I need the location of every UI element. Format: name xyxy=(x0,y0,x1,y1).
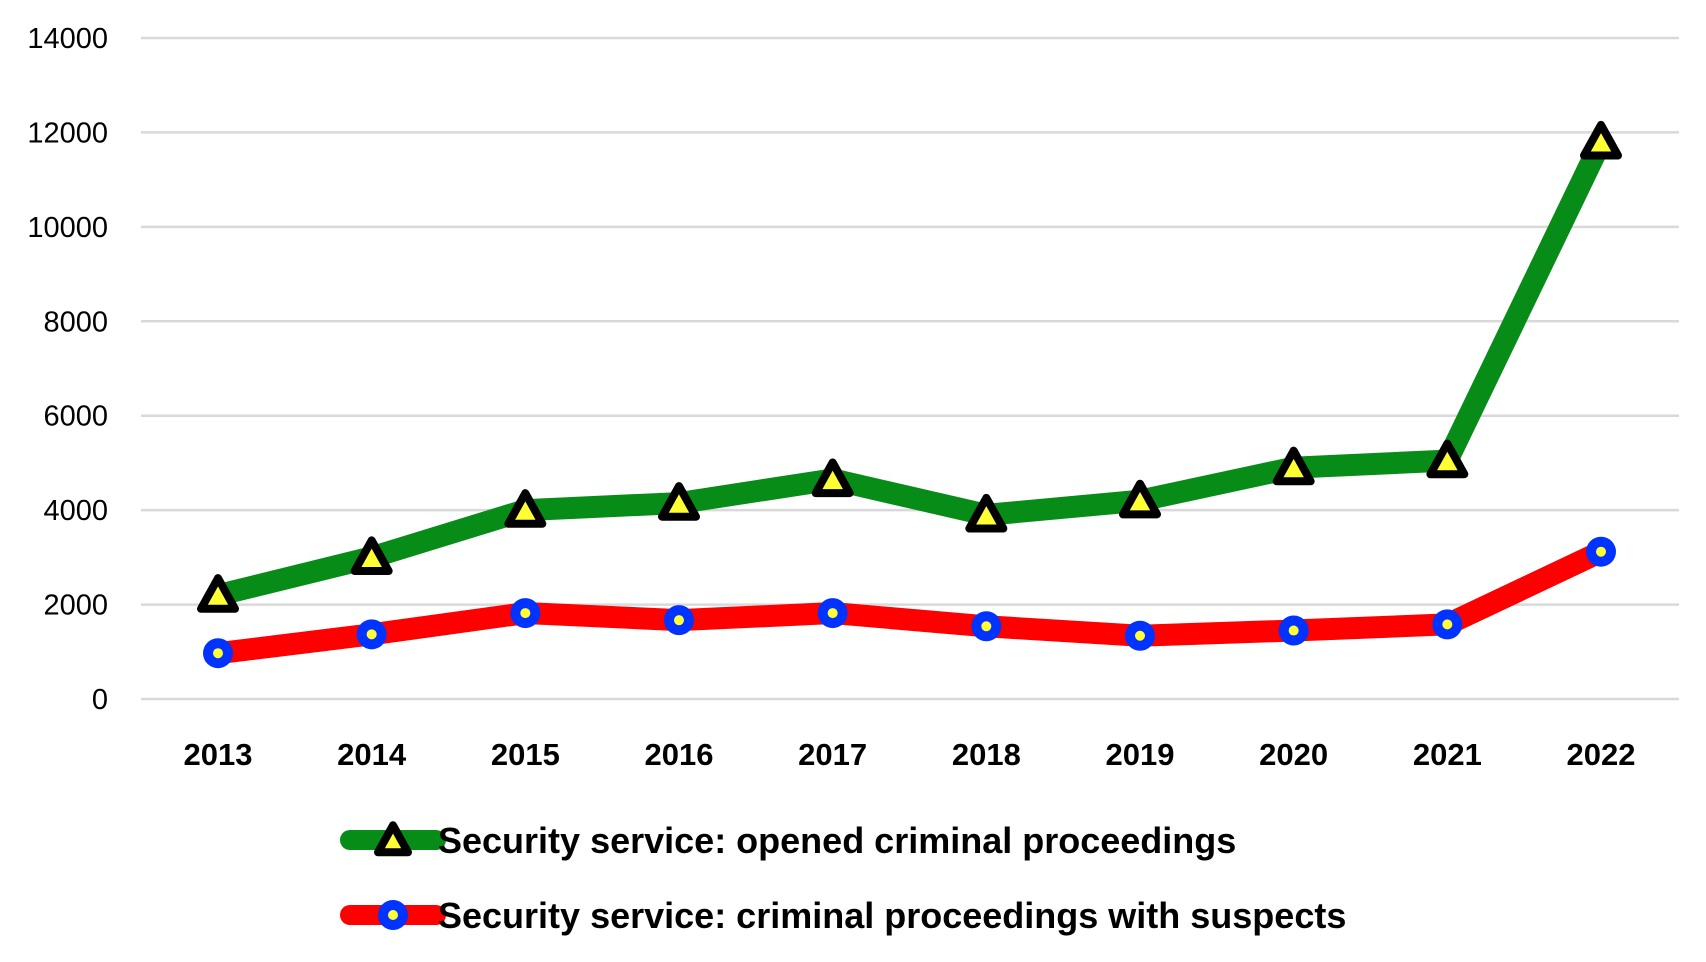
x-tick-label: 2020 xyxy=(1259,737,1328,772)
circle-marker-dot xyxy=(520,608,531,619)
y-tick-label: 0 xyxy=(92,684,108,716)
x-tick-label: 2015 xyxy=(491,737,560,772)
x-tick-label: 2014 xyxy=(337,737,407,772)
circle-marker xyxy=(1278,615,1309,646)
triangle-marker xyxy=(374,821,412,857)
circle-marker xyxy=(1586,536,1616,567)
series-line xyxy=(207,130,1612,607)
circle-marker xyxy=(1432,609,1463,640)
circle-marker-dot xyxy=(213,648,223,659)
circle-marker-dot xyxy=(827,608,838,619)
triangle-marker xyxy=(1426,439,1469,479)
circle-marker-dot xyxy=(388,910,398,920)
legend-label: Security service: opened criminal procee… xyxy=(438,820,1236,861)
y-tick-label: 2000 xyxy=(43,590,108,622)
y-tick-label: 10000 xyxy=(27,212,108,244)
triangle-marker xyxy=(1580,120,1622,160)
circle-marker xyxy=(1125,620,1155,651)
circle-marker-dot xyxy=(981,621,992,632)
y-axis-ticks: 0 2000 4000 6000 8000 10000 12000 14000 xyxy=(27,23,108,716)
triangle-marker xyxy=(965,493,1008,533)
series-layer xyxy=(197,120,1622,669)
circle-marker-dot xyxy=(1135,630,1145,641)
triangle-marker xyxy=(1272,446,1315,486)
series-line xyxy=(207,540,1612,665)
legend-item: Security service: opened criminal procee… xyxy=(340,820,1236,861)
x-tick-label: 2018 xyxy=(952,737,1021,772)
x-tick-label: 2017 xyxy=(798,737,867,772)
circle-marker xyxy=(664,605,694,636)
x-axis-ticks: 2013 2014 2015 2016 2017 2018 2019 2020 2021 2022 xyxy=(184,737,1636,772)
circle-marker-dot xyxy=(674,615,684,626)
circle-marker xyxy=(378,900,408,930)
circle-marker xyxy=(203,638,233,669)
x-tick-label: 2016 xyxy=(645,737,714,772)
triangle-marker xyxy=(350,536,393,575)
circle-marker xyxy=(510,598,541,629)
triangle-marker xyxy=(1119,479,1161,519)
circle-marker xyxy=(356,619,387,650)
circle-marker-dot xyxy=(1288,625,1299,636)
y-tick-label: 12000 xyxy=(27,117,108,149)
triangle-marker xyxy=(504,489,547,528)
y-tick-label: 8000 xyxy=(43,306,108,338)
circle-marker-dot xyxy=(366,629,377,640)
gridlines xyxy=(141,36,1679,701)
circle-marker-dot xyxy=(1442,619,1453,630)
series-opened-proceedings xyxy=(197,120,1622,613)
legend: Security service: opened criminal procee… xyxy=(340,820,1346,936)
circle-marker xyxy=(971,611,1002,642)
y-tick-label: 14000 xyxy=(27,23,108,55)
circle-marker xyxy=(817,598,848,629)
y-tick-label: 6000 xyxy=(43,401,108,433)
legend-label: Security service: criminal proceedings w… xyxy=(438,895,1346,936)
legend-item: Security service: criminal proceedings w… xyxy=(340,895,1346,936)
x-tick-label: 2021 xyxy=(1413,737,1482,772)
triangle-marker xyxy=(658,482,700,521)
x-tick-label: 2013 xyxy=(184,737,253,772)
triangle-marker xyxy=(197,574,239,613)
triangle-marker xyxy=(811,458,854,498)
circle-marker-dot xyxy=(1596,546,1606,557)
series-proceedings-with-suspects xyxy=(203,536,1616,669)
y-tick-label: 4000 xyxy=(43,495,108,527)
x-tick-label: 2022 xyxy=(1567,737,1636,772)
x-tick-label: 2019 xyxy=(1106,737,1175,772)
